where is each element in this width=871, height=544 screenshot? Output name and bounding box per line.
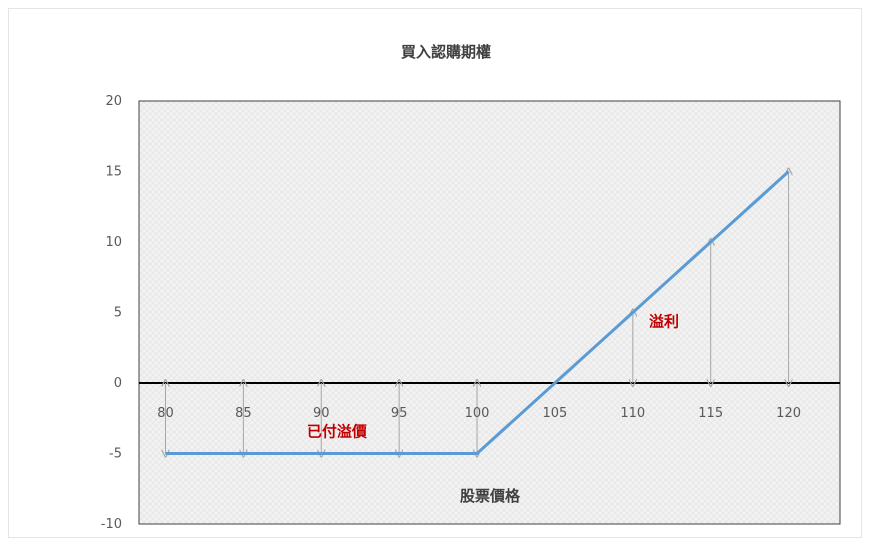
y-tick-label: -5: [109, 447, 122, 462]
x-axis-ticks: 80 85 90 95 100 105 110 115 120: [157, 406, 801, 421]
y-tick-label: 15: [105, 165, 122, 180]
plot-area: [138, 100, 841, 525]
y-axis-ticks: 20 15 10 5 0 -5 -10: [101, 94, 122, 532]
x-tick-label: 110: [620, 406, 645, 421]
x-tick-label: 120: [776, 406, 801, 421]
difference-arrows: [165, 172, 788, 454]
y-tick-label: 20: [105, 94, 122, 109]
annotation-label: 溢利: [649, 313, 679, 331]
annotations: 已付溢價 溢利: [307, 313, 679, 441]
y-tick-label: 5: [114, 306, 122, 321]
x-tick-label: 85: [235, 406, 252, 421]
x-tick-label: 115: [698, 406, 723, 421]
x-tick-label: 90: [313, 406, 330, 421]
y-tick-label: 10: [105, 235, 122, 250]
x-tick-label: 100: [465, 406, 490, 421]
annotation-label: 已付溢價: [307, 423, 368, 441]
series-line: [165, 170, 790, 455]
x-axis-label: 股票價格: [460, 487, 521, 505]
y-tick-label: -10: [101, 517, 122, 532]
chart-title: 買入認購期權: [401, 43, 491, 61]
x-tick-label: 80: [157, 406, 174, 421]
x-tick-label: 105: [543, 406, 568, 421]
y-tick-label: 0: [114, 376, 122, 391]
x-tick-label: 95: [391, 406, 408, 421]
